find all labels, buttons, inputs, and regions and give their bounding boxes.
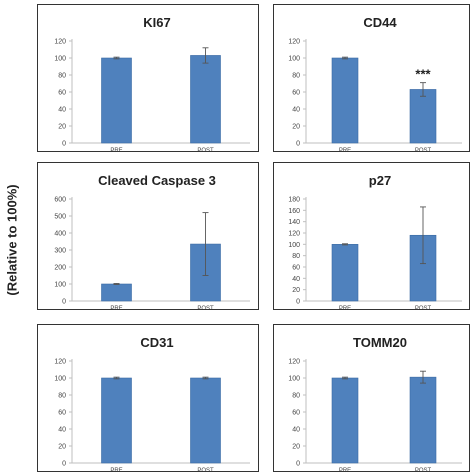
bar-post — [190, 377, 221, 464]
chart-panel-ki67: KI67 0 20 40 60 80 100 120 PRE POST — [37, 4, 259, 152]
y-tick-label: 100 — [54, 282, 66, 289]
x-tick-label: POST — [415, 468, 432, 471]
y-tick-label: 60 — [58, 410, 66, 417]
y-tick-label: 500 — [54, 214, 66, 221]
chart-svg: p27 0 20 40 60 80 100 120 140 160 180 PRE POST — [288, 173, 462, 309]
x-tick-label: PRE — [339, 148, 351, 151]
y-tick-label: 40 — [292, 276, 300, 283]
bar-pre — [101, 377, 132, 464]
y-tick-label: 20 — [58, 124, 66, 131]
y-tick-label: 120 — [288, 359, 300, 366]
y-tick-label: 120 — [288, 231, 300, 238]
y-tick-label: 0 — [296, 141, 300, 148]
chart-title: CD44 — [363, 15, 397, 30]
x-tick-label: PRE — [110, 468, 122, 471]
chart-svg: Cleaved Caspase 3 0 100 200 300 400 500 600 PRE P… — [54, 173, 250, 309]
y-tick-label: 0 — [296, 461, 300, 468]
y-tick-label: 200 — [54, 265, 66, 272]
y-tick-label: 100 — [288, 376, 300, 383]
y-tick-label: 20 — [292, 444, 300, 451]
chart-panel-cd44: CD44 0 20 40 60 80 100 120 PRE POST *** — [273, 4, 470, 152]
bar-post — [409, 376, 437, 464]
y-tick-label: 0 — [62, 141, 66, 148]
chart-panel-tomm20: TOMM20 0 20 40 60 80 100 120 PRE POST — [273, 324, 470, 472]
y-tick-label: 60 — [292, 265, 300, 272]
x-tick-label: PRE — [110, 306, 122, 309]
figure-ylabel-container: (Relative to 100%) — [0, 150, 24, 330]
x-tick-label: POST — [197, 468, 214, 471]
chart-panel-cleaved-caspase-3: Cleaved Caspase 3 0 100 200 300 400 500 600 PRE P… — [37, 162, 259, 310]
x-tick-label: POST — [197, 148, 214, 151]
y-tick-label: 40 — [292, 107, 300, 114]
chart-title: KI67 — [143, 15, 170, 30]
x-tick-label: POST — [415, 306, 432, 309]
y-tick-label: 120 — [54, 359, 66, 366]
bar-pre — [101, 283, 132, 302]
y-tick-label: 80 — [292, 253, 300, 260]
y-tick-label: 120 — [54, 39, 66, 46]
chart-title: p27 — [369, 173, 391, 188]
y-tick-label: 40 — [58, 427, 66, 434]
y-tick-label: 60 — [58, 90, 66, 97]
bar-pre — [331, 57, 359, 144]
y-tick-label: 400 — [54, 231, 66, 238]
x-tick-label: POST — [197, 306, 214, 309]
chart-title: TOMM20 — [353, 335, 407, 350]
y-tick-label: 0 — [62, 299, 66, 306]
y-tick-label: 40 — [292, 427, 300, 434]
y-tick-label: 100 — [288, 242, 300, 249]
y-tick-label: 60 — [292, 90, 300, 97]
y-tick-label: 140 — [288, 219, 300, 226]
chart-svg: CD44 0 20 40 60 80 100 120 PRE POST *** — [288, 15, 462, 151]
chart-svg: CD31 0 20 40 60 80 100 120 PRE POST — [54, 335, 250, 471]
y-tick-label: 0 — [296, 299, 300, 306]
x-tick-label: PRE — [110, 148, 122, 151]
y-tick-label: 180 — [288, 197, 300, 204]
y-tick-label: 40 — [58, 107, 66, 114]
chart-svg: TOMM20 0 20 40 60 80 100 120 PRE POST — [288, 335, 462, 471]
figure-ylabel: (Relative to 100%) — [4, 184, 20, 296]
x-tick-label: PRE — [339, 468, 351, 471]
bar-post — [190, 55, 221, 144]
y-tick-label: 160 — [288, 208, 300, 215]
y-tick-label: 120 — [288, 39, 300, 46]
y-tick-label: 20 — [292, 124, 300, 131]
y-tick-label: 20 — [58, 444, 66, 451]
chart-panel-cd31: CD31 0 20 40 60 80 100 120 PRE POST — [37, 324, 259, 472]
y-tick-label: 100 — [54, 56, 66, 63]
y-tick-label: 300 — [54, 248, 66, 255]
bar-pre — [101, 57, 132, 144]
significance-annotation: *** — [415, 67, 431, 82]
y-tick-label: 100 — [288, 56, 300, 63]
y-tick-label: 80 — [292, 393, 300, 400]
x-tick-label: POST — [415, 148, 432, 151]
y-tick-label: 20 — [292, 287, 300, 294]
bar-post — [409, 89, 437, 144]
chart-title: Cleaved Caspase 3 — [98, 173, 216, 188]
chart-panel-p27: p27 0 20 40 60 80 100 120 140 160 180 PRE POST — [273, 162, 470, 310]
y-tick-label: 600 — [54, 197, 66, 204]
x-tick-label: PRE — [339, 306, 351, 309]
chart-title: CD31 — [140, 335, 173, 350]
y-tick-label: 0 — [62, 461, 66, 468]
y-tick-label: 80 — [58, 393, 66, 400]
bar-pre — [331, 244, 359, 302]
y-tick-label: 80 — [58, 73, 66, 80]
bar-pre — [331, 377, 359, 464]
y-tick-label: 100 — [54, 376, 66, 383]
y-tick-label: 60 — [292, 410, 300, 417]
y-tick-label: 80 — [292, 73, 300, 80]
chart-svg: KI67 0 20 40 60 80 100 120 PRE POST — [54, 15, 250, 151]
